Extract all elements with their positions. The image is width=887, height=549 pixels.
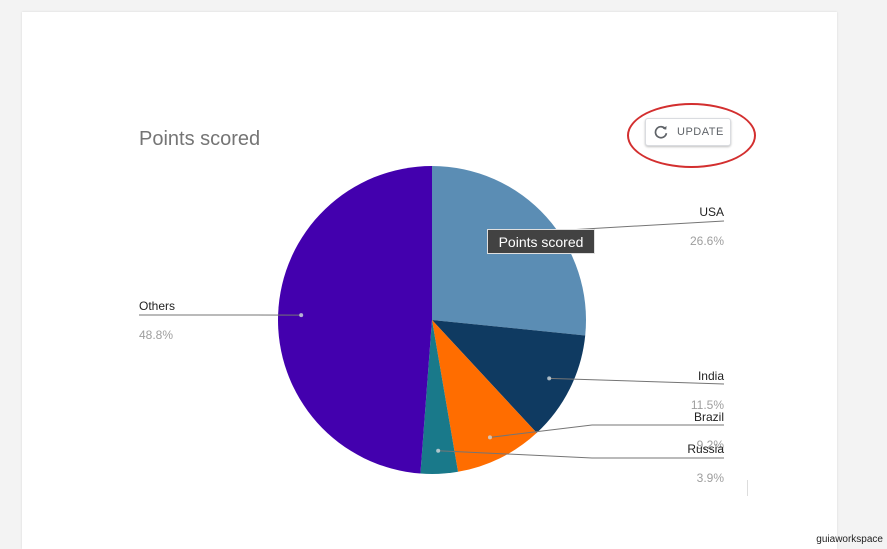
slice-percent-brazil: 9.2% (697, 438, 725, 452)
leader-dot-others (299, 313, 304, 318)
watermark: guiaworkspace (816, 534, 883, 545)
highlight-circle-annotation (627, 103, 756, 168)
chart-title: Points scored (139, 128, 261, 150)
slice-percent-others: 48.8% (139, 328, 173, 342)
pie-slice-brazil[interactable] (432, 320, 537, 472)
slice-label-others: Others (139, 299, 175, 313)
scroll-indicator (747, 480, 748, 496)
slice-percent-usa: 26.6% (690, 234, 724, 248)
leader-dot-india (547, 376, 552, 381)
pie-slices (278, 166, 587, 474)
leader-line-russia (438, 450, 724, 459)
leader-line-india (549, 377, 725, 385)
slice-percent-russia: 3.9% (697, 471, 725, 485)
pie-slice-russia[interactable] (420, 320, 459, 474)
chart-tooltip: Points scored (487, 229, 595, 254)
leader-dot-russia (436, 448, 441, 453)
pie-slice-others[interactable] (278, 166, 432, 474)
pie-slice-india[interactable] (432, 320, 586, 433)
slice-label-brazil: Brazil (694, 410, 724, 424)
slice-percent-india: 11.5% (691, 398, 724, 412)
leader-dot-brazil (487, 435, 492, 440)
slice-label-usa: USA (699, 205, 724, 219)
pie-labels: USA 26.6% India 11.5%Brazil 9.2%Russia 3.9% Ot… (138, 205, 725, 485)
leader-line-brazil (489, 424, 724, 438)
slice-label-india: India (698, 369, 724, 383)
slice-label-russia: Russia (687, 442, 724, 456)
